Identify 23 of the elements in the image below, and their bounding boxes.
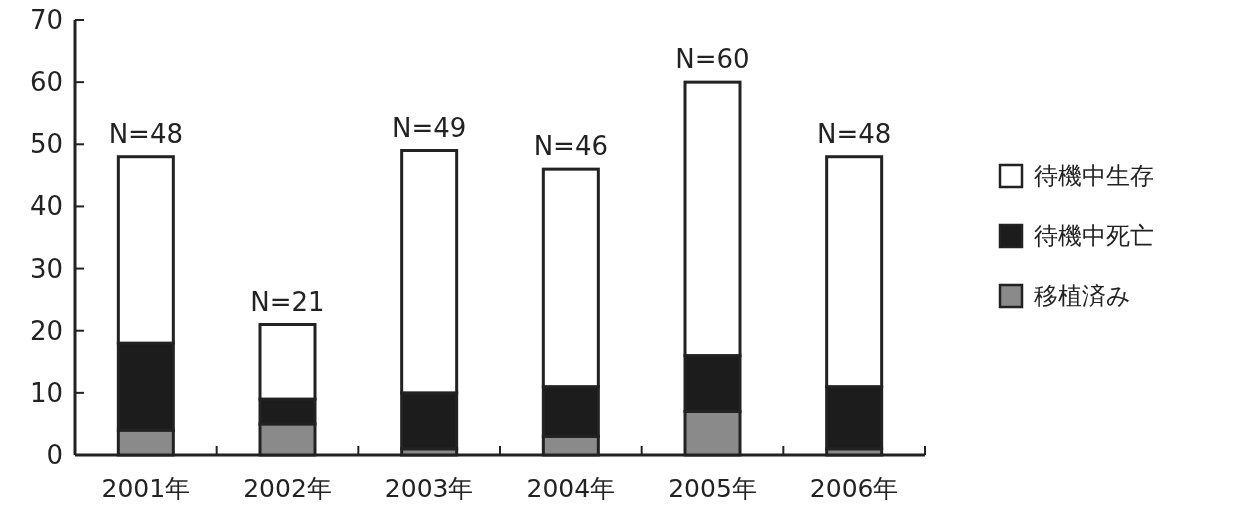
y-tick-label: 20 [29,315,63,346]
y-tick-label: 70 [29,5,63,35]
legend-label: 待機中死亡 [1034,222,1154,250]
total-label: N=49 [392,112,467,143]
y-tick-label: 50 [29,129,63,160]
legend-label: 待機中生存 [1034,162,1154,190]
total-label: N=46 [533,131,608,162]
x-tick-label: 2003年 [384,474,474,503]
y-tick-label: 10 [29,377,63,408]
x-tick-label: 2002年 [243,474,332,503]
y-tick-label: 60 [29,67,63,98]
x-tick-label: 2005年 [668,474,757,503]
x-tick-label: 2001年 [101,474,191,503]
total-label: N=60 [675,44,750,75]
total-label: N=48 [817,118,892,149]
x-tick-label: 2004年 [526,474,616,503]
y-tick-label: 0 [46,440,63,470]
legend-label: 移植済み [1034,282,1131,310]
total-label: N=21 [250,286,325,317]
y-tick-label: 30 [29,253,63,284]
x-tick-label: 2006年 [809,474,899,503]
total-label: N=48 [108,118,183,149]
y-tick-label: 40 [29,191,63,222]
